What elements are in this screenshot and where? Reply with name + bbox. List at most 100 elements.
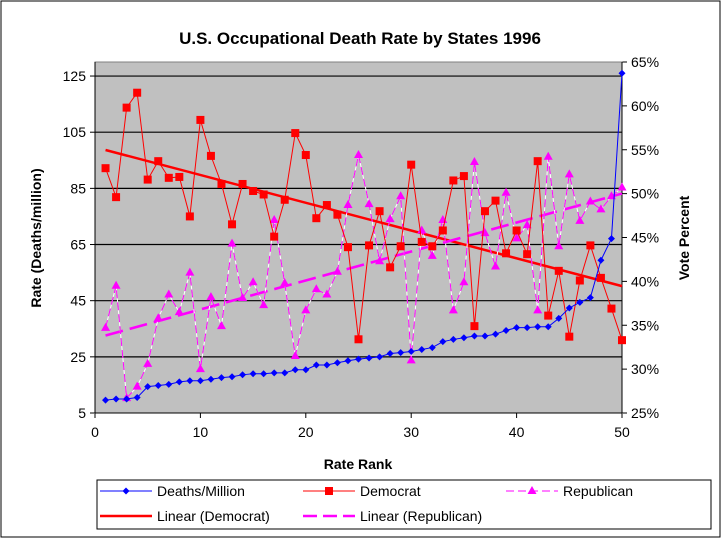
data-point-deaths-million (239, 371, 247, 379)
data-point-deaths-million (175, 378, 183, 386)
data-point-republican (396, 191, 406, 200)
data-point-democrat (586, 241, 595, 250)
y2-tick-label: 65% (631, 54, 659, 70)
data-point-republican (385, 214, 395, 223)
y2-tick-label: 25% (631, 405, 659, 421)
data-point-democrat (133, 88, 142, 97)
data-point-deaths-million (565, 304, 573, 312)
data-point-deaths-million (502, 326, 510, 334)
data-point-deaths-million (386, 349, 394, 357)
chart-title: U.S. Occupational Death Rate by States 1… (179, 29, 541, 48)
data-point-republican (617, 182, 627, 191)
data-point-deaths-million (534, 323, 542, 331)
data-point-deaths-million (481, 332, 489, 340)
data-point-republican (248, 277, 258, 286)
data-point-deaths-million (397, 349, 405, 357)
x-tick-label: 20 (298, 424, 314, 440)
data-point-deaths-million (312, 361, 320, 369)
data-point-republican (491, 261, 501, 270)
data-point-republican (280, 278, 290, 287)
data-point-republican (343, 200, 353, 209)
data-point-democrat (143, 175, 152, 184)
data-point-deaths-million (460, 334, 468, 342)
y2-tick-label: 45% (631, 230, 659, 246)
data-point-republican (290, 350, 300, 359)
data-point-republican (354, 150, 363, 159)
data-point-deaths-million (618, 69, 626, 77)
data-point-deaths-million (376, 353, 384, 361)
data-point-democrat (512, 226, 521, 235)
data-point-democrat (438, 226, 447, 235)
data-point-deaths-million (228, 373, 236, 381)
data-point-deaths-million (249, 370, 257, 378)
y-tick-label: 125 (63, 68, 87, 84)
data-point-democrat (428, 242, 437, 251)
data-point-deaths-million (207, 375, 215, 383)
data-point-democrat (206, 151, 215, 160)
trendline-republican (105, 192, 623, 337)
data-point-democrat (459, 172, 468, 181)
data-point-deaths-million (523, 324, 531, 332)
legend-marker (122, 487, 130, 495)
legend-label: Republican (563, 483, 633, 499)
data-point-republican (522, 220, 532, 229)
data-point-republican (185, 267, 195, 276)
data-point-democrat (417, 237, 426, 246)
data-point-democrat (491, 196, 500, 205)
data-point-deaths-million (344, 357, 352, 365)
data-point-republican (417, 225, 427, 234)
data-point-republican (332, 266, 342, 275)
data-point-deaths-million (355, 355, 362, 363)
data-point-republican (216, 321, 226, 330)
data-point-republican (459, 277, 469, 286)
data-point-republican (301, 305, 311, 314)
data-point-democrat (449, 176, 458, 185)
x-tick-label: 0 (91, 424, 99, 440)
x-tick-label: 50 (614, 424, 630, 440)
x-tick-label: 30 (403, 424, 419, 440)
legend-marker (527, 486, 537, 494)
legend-entry: Republican (506, 483, 633, 499)
data-point-democrat (185, 212, 194, 221)
data-point-democrat (480, 207, 489, 216)
x-tick-label: 10 (193, 424, 209, 440)
legend-label: Democrat (360, 483, 421, 499)
data-point-deaths-million (492, 330, 500, 338)
data-point-deaths-million (586, 294, 594, 302)
data-point-deaths-million (186, 377, 194, 385)
data-point-deaths-million (597, 256, 605, 264)
data-point-deaths-million (555, 314, 563, 322)
y2-tick-label: 30% (631, 361, 659, 377)
data-point-republican (143, 358, 153, 367)
legend-entry: Democrat (303, 483, 421, 499)
data-point-republican (174, 307, 184, 316)
data-point-deaths-million (365, 354, 373, 362)
data-point-republican (111, 280, 121, 289)
data-point-democrat (196, 115, 205, 124)
data-point-deaths-million (470, 332, 478, 340)
data-point-deaths-million (428, 344, 436, 352)
data-point-republican (406, 355, 416, 364)
axes: 5 25 45 65 85 105 125 25% 30% 35% 40% 45% 50% 55% 60% 6… (63, 54, 659, 440)
data-point-democrat (175, 172, 184, 181)
data-point-deaths-million (418, 346, 426, 354)
data-point-republican (564, 169, 574, 178)
data-point-deaths-million (112, 395, 120, 403)
data-point-democrat (354, 335, 363, 344)
series-line-republican (105, 154, 623, 400)
data-point-democrat (596, 273, 605, 282)
data-point-republican (259, 300, 269, 309)
data-point-democrat (154, 157, 163, 166)
data-point-democrat (607, 304, 616, 313)
data-point-deaths-million (407, 348, 415, 356)
data-point-deaths-million (217, 374, 225, 382)
data-point-deaths-million (449, 335, 457, 343)
data-point-democrat (333, 210, 342, 219)
data-point-democrat (122, 103, 131, 112)
legend-entry: Deaths/Million (100, 483, 245, 499)
y-tick-label: 65 (70, 237, 86, 253)
data-point-republican (512, 233, 522, 242)
data-point-republican (238, 293, 248, 302)
legend-label: Linear (Democrat) (157, 508, 270, 524)
